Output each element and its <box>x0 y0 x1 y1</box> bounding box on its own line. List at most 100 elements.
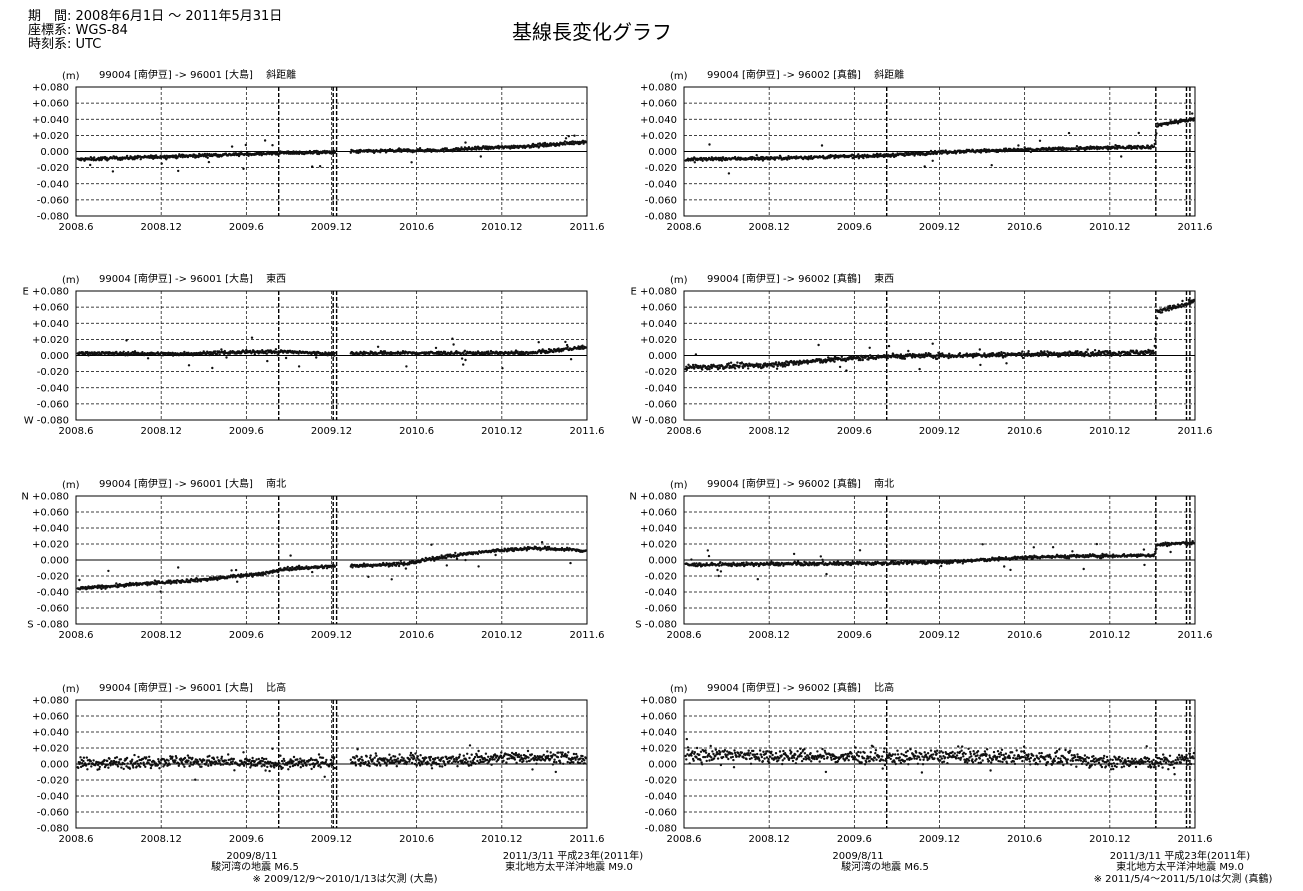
data-point <box>899 353 903 356</box>
y-tick-label: W -0.080 <box>24 416 69 427</box>
data-point <box>263 139 267 142</box>
data-point <box>1000 351 1003 354</box>
data-point <box>89 163 92 167</box>
data-point <box>206 156 209 159</box>
data-point <box>501 367 504 370</box>
data-point <box>455 557 459 560</box>
data-point <box>1093 349 1097 352</box>
data-point <box>271 144 274 147</box>
y-tick-label: -0.020 <box>37 163 69 174</box>
y-tick-label: +0.040 <box>640 524 677 535</box>
data-point <box>552 350 555 354</box>
data-point <box>929 352 932 356</box>
y-tick-label: 0.000 <box>40 147 69 158</box>
y-tick-label: 0.000 <box>40 351 69 362</box>
data-point <box>858 549 862 552</box>
data-point <box>727 362 731 365</box>
data-point <box>862 156 865 160</box>
data-point <box>1021 350 1024 353</box>
data-point <box>318 165 322 168</box>
data-point <box>479 155 482 158</box>
data-point <box>747 367 750 370</box>
x-tick-label: 2010.6 <box>399 630 434 641</box>
x-tick-label: 2009.6 <box>229 630 264 641</box>
y-tick-label: +0.020 <box>32 540 69 551</box>
y-tick-label: +0.060 <box>32 99 69 110</box>
data-point <box>433 559 436 562</box>
data-point <box>687 363 690 366</box>
data-point <box>311 570 314 574</box>
y-tick-label: -0.020 <box>645 163 677 174</box>
y-tick-label: -0.060 <box>645 604 677 615</box>
data-point <box>564 137 568 140</box>
data-point <box>1083 355 1086 358</box>
x-tick-label: 2010.12 <box>1089 426 1130 437</box>
series-points <box>684 112 1196 175</box>
data-point <box>211 366 214 370</box>
data-point <box>1153 142 1156 146</box>
data-point <box>297 352 300 355</box>
data-point <box>572 143 576 146</box>
y-tick-label: +0.040 <box>640 319 677 330</box>
data-point <box>1043 350 1046 353</box>
data-point <box>333 151 337 154</box>
data-point <box>122 350 125 353</box>
data-point <box>111 170 115 173</box>
data-point <box>775 367 779 370</box>
data-point <box>477 565 480 568</box>
data-point <box>311 165 314 168</box>
data-point <box>958 352 962 355</box>
data-point <box>160 162 163 165</box>
data-point <box>434 346 438 350</box>
data-point <box>464 141 467 144</box>
x-tick-label: 2011.6 <box>570 222 605 233</box>
x-tick-label: 2008.12 <box>140 222 181 233</box>
data-point <box>761 159 765 162</box>
data-point <box>701 368 704 371</box>
data-point <box>452 343 455 346</box>
data-point <box>187 364 191 367</box>
chart-panel-2: 2008.6 2008.12 2009.6 2009.12 2010.6 2010.12 2… <box>22 272 604 437</box>
y-axis-label: (m) <box>670 480 688 491</box>
y-tick-label: -0.040 <box>645 588 677 599</box>
x-tick-label: 2010.6 <box>1007 426 1042 437</box>
data-point <box>1091 351 1095 354</box>
data-point <box>1017 144 1020 147</box>
data-point <box>376 345 380 348</box>
data-point <box>706 549 709 552</box>
data-point <box>111 157 114 160</box>
y-tick-label: +0.060 <box>640 508 677 519</box>
data-point <box>573 134 576 137</box>
x-tick-label: 2008.12 <box>748 426 789 437</box>
data-point <box>390 578 393 581</box>
x-tick-label: 2008.6 <box>667 630 702 641</box>
data-point <box>701 159 704 162</box>
data-point <box>584 346 588 349</box>
data-point <box>464 558 467 562</box>
y-tick-label: -0.020 <box>37 367 69 378</box>
period-label: 期 間: 2008年6月1日 ～ 2011年5月31日 <box>28 9 283 24</box>
x-tick-label: 2009.12 <box>919 630 960 641</box>
data-point <box>203 152 207 156</box>
data-point <box>720 159 724 162</box>
data-point <box>774 361 778 364</box>
data-point <box>207 160 211 164</box>
data-point <box>445 147 448 150</box>
data-point <box>719 561 722 564</box>
x-tick-label: 2011.6 <box>570 426 605 437</box>
data-point <box>886 357 889 360</box>
x-tick-label: 2010.12 <box>1089 630 1130 641</box>
data-point <box>333 565 337 568</box>
data-point <box>287 150 290 153</box>
data-point <box>727 172 731 175</box>
data-point <box>719 570 723 573</box>
y-axis-label: (m) <box>670 71 688 82</box>
data-point <box>1118 354 1122 357</box>
y-tick-label: -0.060 <box>37 604 69 615</box>
data-point <box>825 572 828 576</box>
y-axis-label: (m) <box>62 275 80 286</box>
chart-title: 99004 [南伊豆] -> 96002 [真鶴] 東西 <box>707 272 894 285</box>
data-point <box>1155 322 1158 326</box>
data-point <box>1026 354 1029 357</box>
data-point <box>259 151 263 154</box>
